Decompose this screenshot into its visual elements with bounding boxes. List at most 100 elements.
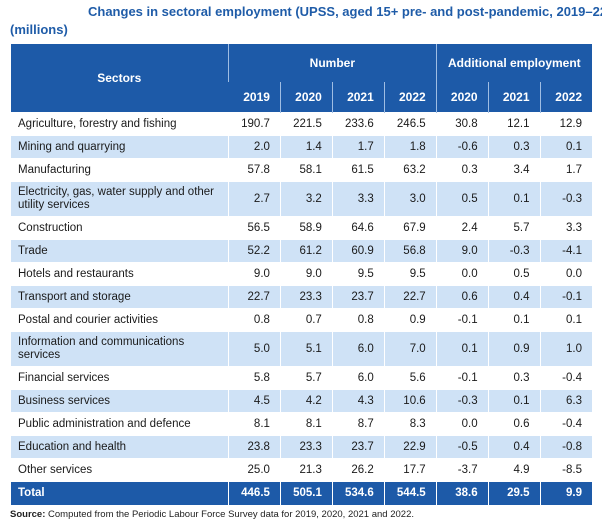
value-cell: -0.3 [539,181,592,217]
value-cell: 64.6 [331,216,385,240]
value-cell: 9.9 [539,481,592,505]
table-row: Agriculture, forestry and fishing 190.7 22… [10,112,592,136]
title: Changes in sectoral employment (UPSS, ag… [10,3,602,39]
value-cell: 0.0 [539,262,592,286]
employment-table: Sectors Number Additional employment 201… [10,44,592,505]
value-cell: -0.6 [435,135,489,159]
value-cell: 5.6 [383,366,437,390]
table-row: Trade 52.2 61.2 60.9 56.8 9.0 -0.3 -4.1 [10,239,592,263]
value-cell: 0.4 [487,435,541,459]
value-cell: 22.7 [228,285,281,309]
value-cell: 2.7 [228,181,281,217]
table-row: Electricity, gas, water supply and other… [10,181,592,217]
value-cell: 23.3 [279,435,333,459]
value-cell: 446.5 [228,481,281,505]
title-unit: (millions) [10,22,68,37]
value-cell: 1.7 [331,135,385,159]
sector-cell: Financial services [10,366,229,390]
header-cell: Number [228,44,437,82]
sector-cell: Total [10,481,229,505]
value-cell: 23.3 [279,285,333,309]
value-cell: 8.1 [228,412,281,436]
value-cell: -8.5 [539,458,592,482]
value-cell: 0.8 [228,308,281,332]
value-cell: 4.9 [487,458,541,482]
value-cell: 5.0 [228,331,281,367]
value-cell: 22.9 [383,435,437,459]
header-cell: 2021 [331,82,385,113]
table-row: Postal and courier activities 0.8 0.7 0.8 0.… [10,308,592,332]
value-cell: 9.0 [279,262,333,286]
value-cell: 0.3 [487,135,541,159]
value-cell: -0.5 [435,435,489,459]
value-cell: 0.4 [487,285,541,309]
value-cell: 0.9 [383,308,437,332]
value-cell: 0.1 [539,135,592,159]
value-cell: 0.7 [279,308,333,332]
value-cell: 3.3 [539,216,592,240]
value-cell: 0.6 [487,412,541,436]
value-cell: 2.4 [435,216,489,240]
value-cell: 17.7 [383,458,437,482]
value-cell: 0.3 [487,366,541,390]
value-cell: 9.0 [228,262,281,286]
value-cell: 6.0 [331,366,385,390]
table-row: Construction 56.5 58.9 64.6 67.9 2.4 5.7 3.3 [10,216,592,240]
value-cell: 61.2 [279,239,333,263]
value-cell: 0.8 [331,308,385,332]
value-cell: 21.3 [279,458,333,482]
header-row: Sectors Number Additional employment [10,44,592,113]
value-cell: 0.1 [487,308,541,332]
value-cell: -0.3 [487,239,541,263]
value-cell: 57.8 [228,158,281,182]
table-row: Mining and quarrying 2.0 1.4 1.7 1.8 -0.6 0.3 0… [10,135,592,159]
value-cell: 246.5 [383,112,437,136]
sector-cell: Transport and storage [10,285,229,309]
value-cell: 6.0 [331,331,385,367]
table-row: Financial services 5.8 5.7 6.0 5.6 -0.1 0.3 -0.… [10,366,592,390]
value-cell: 30.8 [435,112,489,136]
source: Source: Computed from the Periodic Labou… [10,509,414,520]
header-cell: Additional employment [435,44,592,82]
sector-cell: Business services [10,389,229,413]
header-cell: 2020 [435,82,489,113]
value-cell: 6.3 [539,389,592,413]
value-cell: 58.1 [279,158,333,182]
sector-cell: Postal and courier activities [10,308,229,332]
value-cell: 4.2 [279,389,333,413]
header-cell: 2019 [228,82,281,113]
table-row: Business services 4.5 4.2 4.3 10.6 -0.3 0.1 6.3 [10,389,592,413]
value-cell: 56.5 [228,216,281,240]
value-cell: 5.7 [487,216,541,240]
sector-cell: Other services [10,458,229,482]
sector-cell: Education and health [10,435,229,459]
value-cell: 0.1 [487,389,541,413]
value-cell: -4.1 [539,239,592,263]
value-cell: 3.2 [279,181,333,217]
value-cell: 544.5 [383,481,437,505]
header-cell: 2022 [383,82,437,113]
value-cell: 25.0 [228,458,281,482]
value-cell: 1.4 [279,135,333,159]
value-cell: 534.6 [331,481,385,505]
table-row: Information and communications services 5… [10,331,592,367]
value-cell: 3.0 [383,181,437,217]
value-cell: 9.0 [435,239,489,263]
value-cell: 0.0 [435,412,489,436]
value-cell: 0.1 [539,308,592,332]
value-cell: 0.9 [487,331,541,367]
value-cell: 5.1 [279,331,333,367]
value-cell: -0.1 [435,366,489,390]
value-cell: -3.7 [435,458,489,482]
value-cell: 26.2 [331,458,385,482]
table-row: Other services 25.0 21.3 26.2 17.7 -3.7 4.9 -8.… [10,458,592,482]
value-cell: 63.2 [383,158,437,182]
value-cell: 67.9 [383,216,437,240]
value-cell: 61.5 [331,158,385,182]
value-cell: 0.3 [435,158,489,182]
value-cell: 505.1 [279,481,333,505]
value-cell: 0.1 [487,181,541,217]
value-cell: 0.5 [435,181,489,217]
value-cell: 1.0 [539,331,592,367]
table-row: Manufacturing 57.8 58.1 61.5 63.2 0.3 3.4 1.7 [10,158,592,182]
